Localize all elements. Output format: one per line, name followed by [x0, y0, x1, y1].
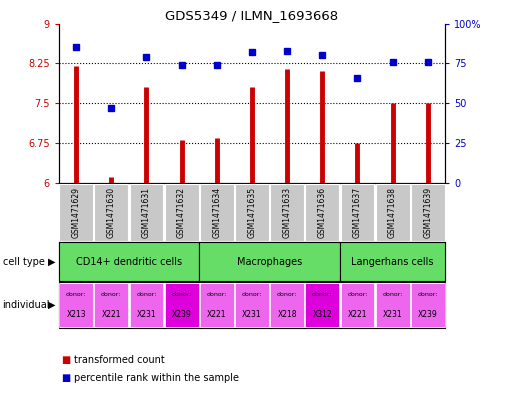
Text: donor:: donor:: [347, 292, 367, 297]
Bar: [270, 283, 304, 327]
Bar: [59, 242, 199, 281]
Text: GSM1471639: GSM1471639: [423, 187, 432, 238]
Text: donor:: donor:: [172, 292, 192, 297]
Text: GSM1471635: GSM1471635: [247, 187, 257, 238]
Bar: [235, 283, 269, 327]
Text: X221: X221: [207, 310, 227, 319]
Text: X239: X239: [418, 310, 438, 319]
Text: percentile rank within the sample: percentile rank within the sample: [74, 373, 239, 383]
Text: cell type: cell type: [3, 257, 44, 267]
Bar: [305, 184, 339, 241]
Text: GSM1471632: GSM1471632: [177, 187, 186, 238]
Text: donor:: donor:: [66, 292, 87, 297]
Text: X312: X312: [313, 310, 332, 319]
Text: X221: X221: [101, 310, 121, 319]
Text: Macrophages: Macrophages: [237, 257, 302, 267]
Text: GSM1471637: GSM1471637: [353, 187, 362, 238]
Bar: [376, 184, 410, 241]
Text: ■: ■: [61, 373, 70, 383]
Bar: [200, 184, 234, 241]
Text: GSM1471629: GSM1471629: [72, 187, 80, 238]
Text: X239: X239: [172, 310, 191, 319]
Bar: [376, 283, 410, 327]
Bar: [270, 184, 304, 241]
Text: X221: X221: [348, 310, 367, 319]
Bar: [165, 283, 199, 327]
Text: individual: individual: [3, 300, 50, 310]
Bar: [340, 242, 445, 281]
Bar: [235, 184, 269, 241]
Text: Langerhans cells: Langerhans cells: [351, 257, 434, 267]
Text: donor:: donor:: [277, 292, 297, 297]
Text: GSM1471634: GSM1471634: [212, 187, 221, 238]
Text: X218: X218: [277, 310, 297, 319]
Bar: [59, 283, 93, 327]
Text: donor:: donor:: [382, 292, 403, 297]
Text: GSM1471636: GSM1471636: [318, 187, 327, 238]
Bar: [305, 283, 339, 327]
Text: donor:: donor:: [136, 292, 157, 297]
Title: GDS5349 / ILMN_1693668: GDS5349 / ILMN_1693668: [165, 9, 338, 22]
Text: X213: X213: [66, 310, 86, 319]
Bar: [165, 184, 199, 241]
Text: donor:: donor:: [101, 292, 122, 297]
Text: transformed count: transformed count: [74, 354, 164, 365]
Bar: [94, 283, 128, 327]
Text: donor:: donor:: [312, 292, 332, 297]
Bar: [94, 184, 128, 241]
Text: ▶: ▶: [47, 300, 55, 310]
Text: ▶: ▶: [47, 257, 55, 267]
Bar: [199, 242, 340, 281]
Text: ■: ■: [61, 354, 70, 365]
Text: CD14+ dendritic cells: CD14+ dendritic cells: [76, 257, 182, 267]
Bar: [59, 184, 93, 241]
Bar: [411, 184, 445, 241]
Text: GSM1471633: GSM1471633: [282, 187, 292, 238]
Bar: [411, 283, 445, 327]
Text: X231: X231: [383, 310, 403, 319]
Text: X231: X231: [242, 310, 262, 319]
Bar: [130, 283, 163, 327]
Text: GSM1471631: GSM1471631: [142, 187, 151, 238]
Text: GSM1471638: GSM1471638: [388, 187, 397, 238]
Text: donor:: donor:: [207, 292, 227, 297]
Text: GSM1471630: GSM1471630: [107, 187, 116, 238]
Text: donor:: donor:: [417, 292, 438, 297]
Bar: [341, 184, 374, 241]
Bar: [341, 283, 374, 327]
Text: X231: X231: [136, 310, 156, 319]
Bar: [130, 184, 163, 241]
Text: donor:: donor:: [242, 292, 262, 297]
Bar: [200, 283, 234, 327]
